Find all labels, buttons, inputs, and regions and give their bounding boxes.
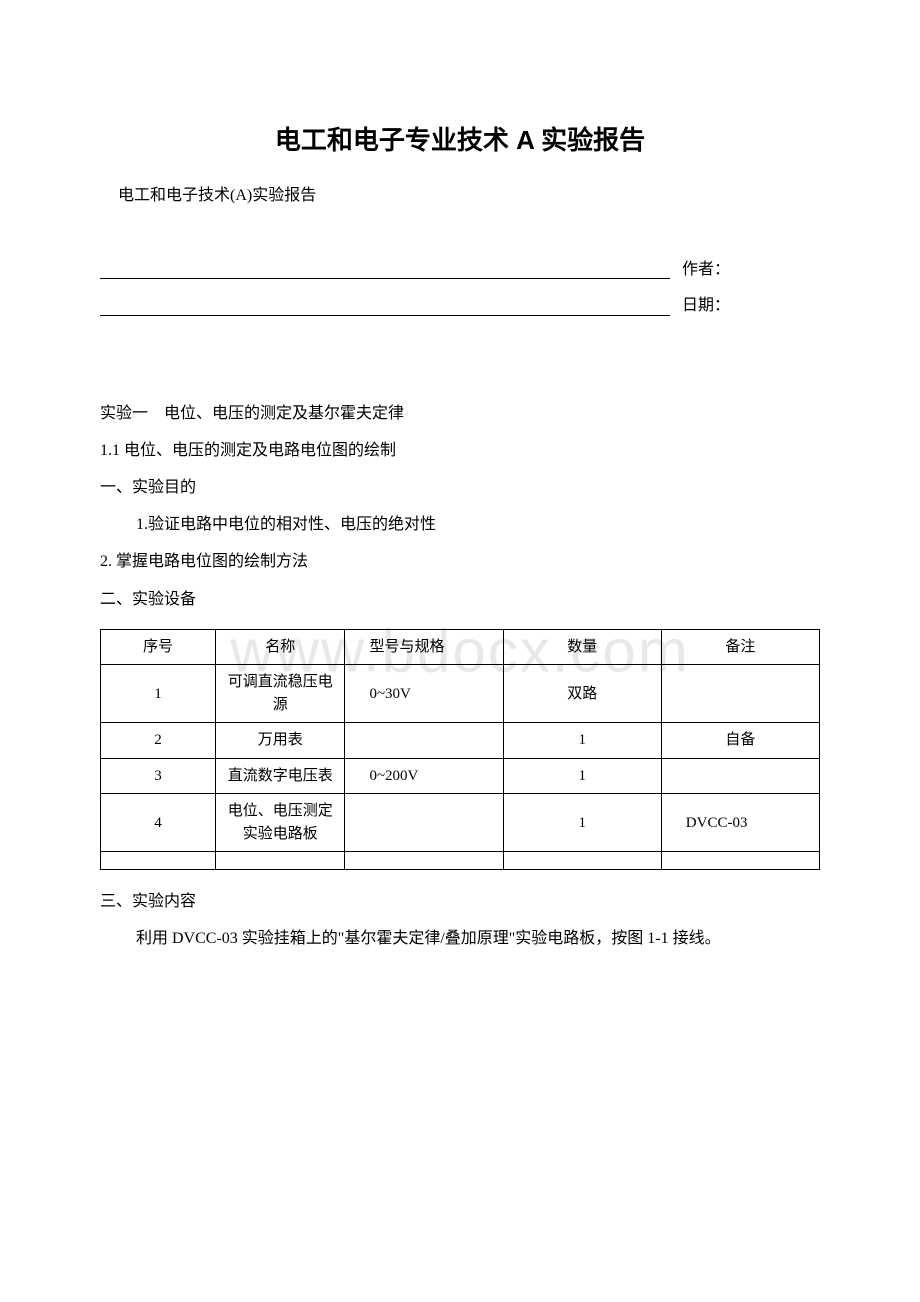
cell	[101, 852, 216, 870]
cell: 0~30V	[345, 665, 503, 723]
header-col3: 型号与规格	[345, 629, 503, 665]
cell: 0~200V	[345, 758, 503, 794]
cell: 可调直流稳压电源	[216, 665, 345, 723]
cell	[661, 852, 819, 870]
header-col1: 序号	[101, 629, 216, 665]
cell: DVCC-03	[661, 794, 819, 852]
document-content: 电工和电子专业技术 A 实验报告 电工和电子技术(A)实验报告 作者： 日期： …	[0, 0, 920, 999]
cell: 4	[101, 794, 216, 852]
table-row: 4 电位、电压测定实验电路板 1 DVCC-03	[101, 794, 820, 852]
cell: 1	[503, 758, 661, 794]
page-title: 电工和电子专业技术 A 实验报告	[100, 120, 820, 157]
author-underline	[100, 261, 670, 279]
subtitle: 电工和电子技术(A)实验报告	[100, 181, 820, 205]
cell	[345, 794, 503, 852]
purpose-item-1: 1.验证电路中电位的相对性、电压的绝对性	[100, 507, 820, 542]
table-row: 2 万用表 1 自备	[101, 723, 820, 759]
cell: 自备	[661, 723, 819, 759]
cell: 1	[101, 665, 216, 723]
cell: 直流数字电压表	[216, 758, 345, 794]
cell: 万用表	[216, 723, 345, 759]
cell	[345, 723, 503, 759]
cell	[345, 852, 503, 870]
table-row: 1 可调直流稳压电源 0~30V 双路	[101, 665, 820, 723]
author-line: 作者：	[100, 255, 820, 279]
table-row-empty	[101, 852, 820, 870]
author-label: 作者：	[682, 255, 730, 279]
date-underline	[100, 298, 670, 316]
cell: 1	[503, 794, 661, 852]
cell	[216, 852, 345, 870]
purpose-heading: 一、实验目的	[100, 470, 820, 505]
cell	[661, 758, 819, 794]
cell: 双路	[503, 665, 661, 723]
experiment-heading: 实验一 电位、电压的测定及基尔霍夫定律	[100, 396, 820, 431]
cell: 1	[503, 723, 661, 759]
date-line: 日期：	[100, 291, 820, 315]
content-body: 利用 DVCC-03 实验挂箱上的"基尔霍夫定律/叠加原理"实验电路板，按图 1…	[100, 921, 820, 956]
header-col4: 数量	[503, 629, 661, 665]
cell: 电位、电压测定实验电路板	[216, 794, 345, 852]
cell: 3	[101, 758, 216, 794]
content-heading: 三、实验内容	[100, 884, 820, 919]
section-1-1: 1.1 电位、电压的测定及电路电位图的绘制	[100, 433, 820, 468]
cell: 2	[101, 723, 216, 759]
equipment-heading: 二、实验设备	[100, 582, 820, 617]
cell	[661, 665, 819, 723]
table-header-row: 序号 名称 型号与规格 数量 备注	[101, 629, 820, 665]
equipment-table: 序号 名称 型号与规格 数量 备注 1 可调直流稳压电源 0~30V 双路 2 …	[100, 629, 820, 871]
header-col5: 备注	[661, 629, 819, 665]
header-col2: 名称	[216, 629, 345, 665]
cell	[503, 852, 661, 870]
table-row: 3 直流数字电压表 0~200V 1	[101, 758, 820, 794]
date-label: 日期：	[682, 291, 730, 315]
purpose-item-2: 2. 掌握电路电位图的绘制方法	[100, 544, 820, 579]
